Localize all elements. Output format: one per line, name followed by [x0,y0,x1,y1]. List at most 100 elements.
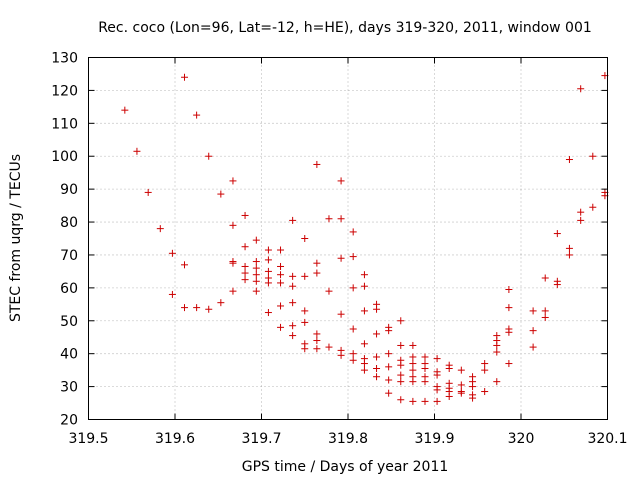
data-point [181,304,189,312]
data-point [481,388,489,396]
data-point [252,271,260,279]
data-point [373,373,381,381]
data-point [205,152,213,160]
data-point [373,364,381,372]
data-point [301,345,309,353]
data-point [217,190,225,198]
data-point [313,337,321,345]
data-point [229,259,237,267]
data-point [241,243,249,251]
data-point [264,309,272,317]
y-tick-label: 30 [60,380,78,396]
data-point [337,177,345,185]
data-point [409,360,417,368]
chart-title: Rec. coco (Lon=96, Lat=-12, h=HE), days … [98,20,592,36]
data-points [121,72,609,405]
data-point [397,361,405,369]
data-point [252,236,260,244]
data-point [301,318,309,326]
data-point [481,360,489,368]
data-point [229,287,237,295]
data-point [289,332,297,340]
data-point [325,215,333,223]
data-point [360,366,368,374]
y-tick-label: 60 [60,281,78,297]
data-point [360,340,368,348]
x-tick-label: 319.6 [155,431,195,447]
y-tick-label: 100 [51,149,78,165]
x-tick-label: 319.5 [68,431,108,447]
data-point [373,353,381,361]
data-point [373,330,381,338]
y-tick-label: 120 [51,83,78,99]
data-point [409,353,417,361]
data-point [421,353,429,361]
data-point [397,371,405,379]
data-point [397,341,405,349]
data-point [289,299,297,307]
data-point [481,366,489,374]
data-point [121,106,129,114]
grid-lines [88,57,608,420]
data-point [433,386,441,394]
data-point [529,307,537,315]
data-point [181,73,189,81]
data-point [229,221,237,229]
data-point [349,228,357,236]
x-tick-labels: 319.5 319.6 319.7 319.8 319.9 320 320.1 [68,431,627,447]
data-point [289,272,297,280]
data-point [168,249,176,257]
data-point [337,351,345,359]
data-point [409,366,417,374]
data-point [589,152,597,160]
y-tick-label: 40 [60,347,78,363]
data-point [337,254,345,262]
data-point [541,307,549,315]
data-point [505,304,513,312]
data-point [577,208,585,216]
x-tick-label: 319.9 [414,431,454,447]
data-point [229,177,237,185]
data-point [349,325,357,333]
data-point [301,235,309,242]
data-point [457,389,465,397]
data-point [277,279,285,287]
y-tick-label: 50 [60,314,78,330]
axis-ticks [88,57,608,420]
data-point [360,307,368,315]
data-point [433,371,441,379]
data-point [493,348,501,356]
data-point [493,378,501,386]
data-point [144,188,152,196]
data-point [264,256,272,264]
y-tick-label: 130 [51,51,78,67]
data-point [529,327,537,335]
data-point [385,376,393,384]
data-point [289,322,297,330]
data-point [565,251,573,259]
data-point [241,276,249,284]
data-point [577,216,585,224]
y-tick-label: 20 [60,413,78,429]
data-point [289,216,297,224]
data-point [252,264,260,272]
y-axis-label: STEC from uqrg / TECUs [8,154,24,322]
data-point [325,343,333,351]
data-point [433,355,441,363]
data-point [252,277,260,285]
x-tick-label: 320 [508,431,535,447]
data-point [469,394,477,402]
data-point [421,397,429,405]
data-point [385,363,393,371]
data-point [433,397,441,405]
data-point [168,290,176,298]
data-point [325,287,333,295]
data-point [565,244,573,252]
data-point [397,378,405,386]
data-point [397,396,405,404]
data-point [409,341,417,349]
data-point [349,253,357,261]
data-point [264,279,272,287]
data-point [301,272,309,280]
